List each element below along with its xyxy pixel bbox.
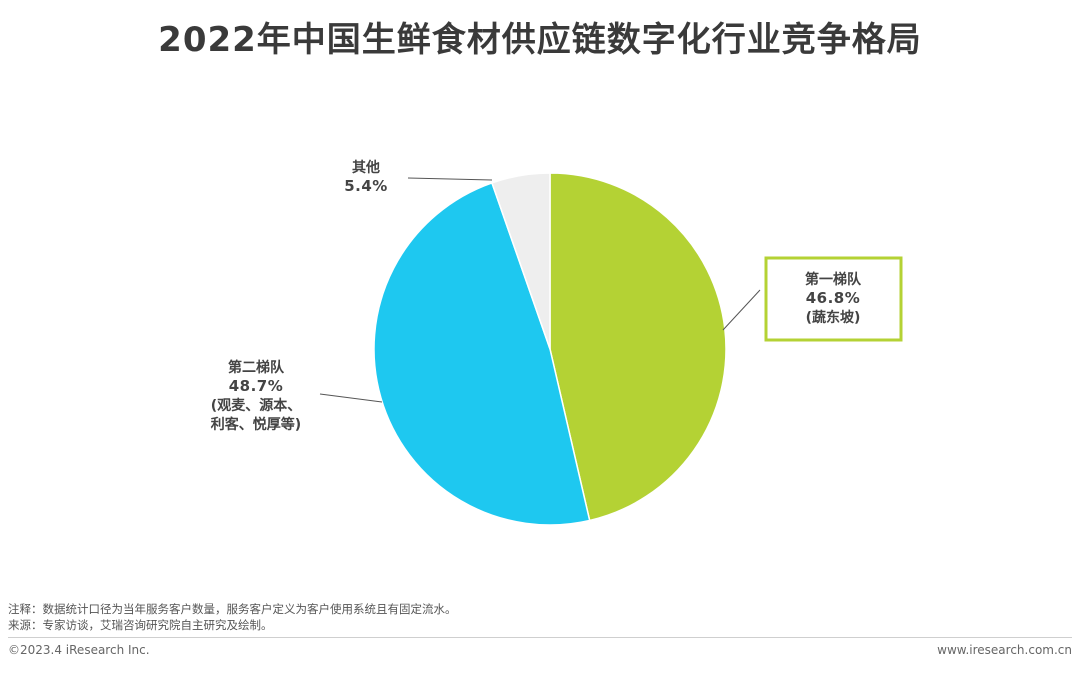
- slice-value-2: 5.4%: [344, 177, 388, 195]
- slice-value-0: 46.8%: [806, 289, 861, 307]
- slice-name-1: 第二梯队: [228, 359, 285, 376]
- leader-line-1: [319, 393, 383, 403]
- source-text: 来源：专家访谈，艾瑞咨询研究院自主研究及绘制。: [8, 618, 273, 632]
- slice-name-2: 其他: [352, 159, 380, 176]
- slice-detail-0-0: (蔬东坡): [806, 309, 861, 326]
- footer-divider: [8, 637, 1072, 638]
- slice-value-1: 48.7%: [229, 377, 284, 395]
- slice-detail-1-1: 利客、悦厚等): [211, 416, 301, 433]
- pie-slice-2: [490, 172, 551, 350]
- leader-line-0: [722, 289, 761, 331]
- chart-title: 2022年中国生鲜食材供应链数字化行业竞争格局: [158, 20, 922, 60]
- leader-line-2: [407, 177, 493, 181]
- website: www.iresearch.com.cn: [937, 643, 1072, 657]
- pie-slice-1: [373, 181, 591, 526]
- slice-name-0: 第一梯队: [805, 271, 862, 288]
- notes: 注释：数据统计口径为当年服务客户数量，服务客户定义为客户使用系统且有固定流水。 …: [8, 601, 457, 633]
- pie-slice-0: [549, 172, 727, 522]
- note-text: 注释：数据统计口径为当年服务客户数量，服务客户定义为客户使用系统且有固定流水。: [8, 602, 457, 616]
- slice-detail-1-0: (观麦、源本、: [211, 397, 301, 414]
- tier1-label-box: [764, 256, 903, 342]
- copyright: ©2023.4 iResearch Inc.: [8, 643, 150, 657]
